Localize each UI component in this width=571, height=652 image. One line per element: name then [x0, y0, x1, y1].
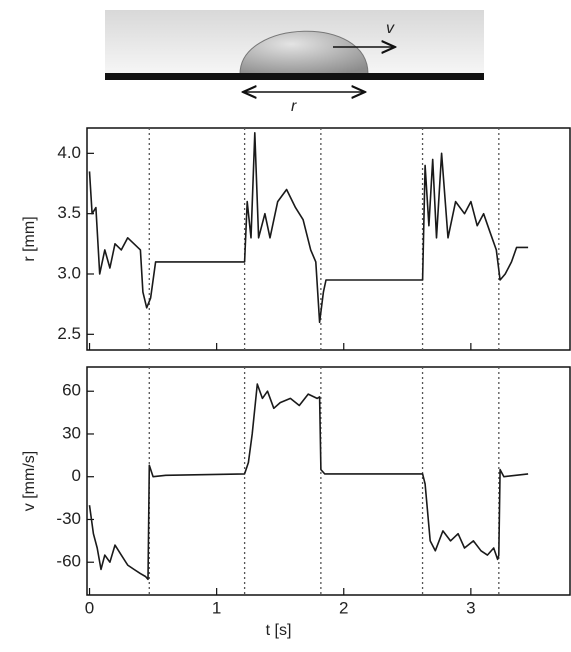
x-tick-label: 2 [339, 598, 348, 617]
y-tick-label: 3.5 [57, 203, 81, 222]
x-tick-label: 0 [85, 598, 94, 617]
y-tick-label: -30 [56, 509, 81, 528]
droplet [239, 30, 369, 75]
substrate [105, 73, 484, 80]
schematic: v r [105, 10, 484, 115]
velocity-label: v [386, 20, 395, 37]
x-tick-label: 3 [466, 598, 475, 617]
y-tick-label: 0 [72, 466, 81, 485]
y-tick-label: 60 [62, 381, 81, 400]
plot-frame [86, 127, 571, 351]
y-tick-label: 4.0 [57, 143, 81, 162]
x-tick-label: 1 [212, 598, 221, 617]
y-tick-label: 2.5 [57, 324, 81, 343]
y-tick-label: 30 [62, 423, 81, 442]
radius-label: r [291, 98, 297, 115]
data-line [88, 132, 529, 324]
y-axis-title: r [mm] [21, 216, 38, 261]
x-axis-title: t [s] [266, 622, 292, 639]
data-line [88, 383, 529, 581]
y-axis-title: v [mm/s] [21, 451, 38, 511]
y-tick-label: -60 [56, 552, 81, 571]
y-tick-label: 3.0 [57, 263, 81, 282]
plot-frame [86, 366, 571, 596]
